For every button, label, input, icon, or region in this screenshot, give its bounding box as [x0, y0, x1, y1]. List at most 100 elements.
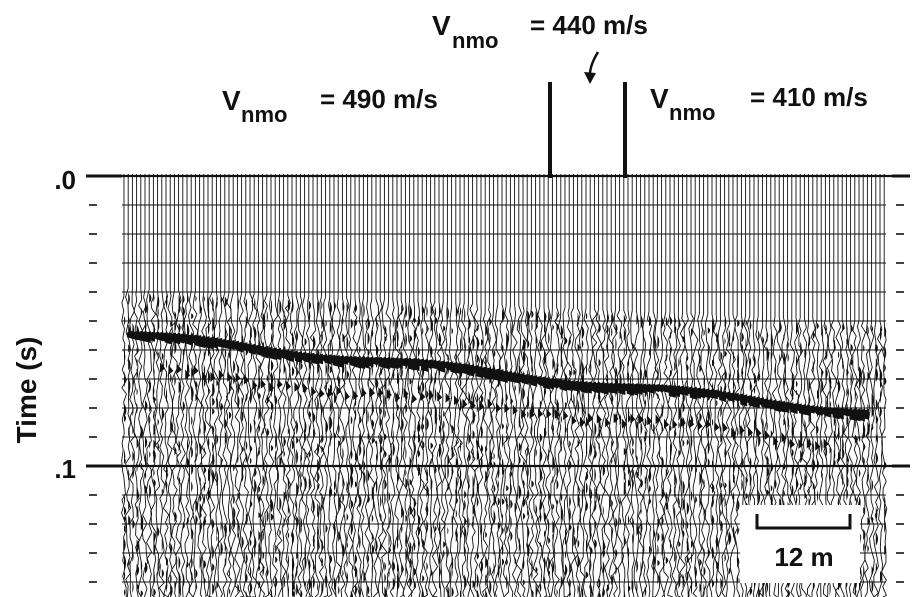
trace-lobe — [342, 569, 344, 577]
trace-lobe — [455, 485, 458, 501]
trace-lobe — [657, 334, 660, 350]
trace-lobe — [514, 557, 517, 565]
trace-lobe — [510, 320, 512, 335]
trace-lobe — [863, 543, 865, 552]
trace-lobe — [376, 377, 379, 390]
reflection-segment — [218, 369, 224, 380]
trace-lobe — [581, 389, 583, 404]
trace-lobe — [203, 350, 206, 362]
trace-lobe — [569, 440, 571, 448]
trace-lobe — [670, 425, 672, 432]
trace-lobe — [359, 585, 362, 597]
trace-lobe — [766, 489, 770, 496]
trace-lobe — [145, 303, 148, 315]
trace-lobe — [460, 531, 462, 540]
trace-lobe — [460, 307, 462, 316]
trace-lobe — [338, 585, 340, 595]
trace-lobe — [552, 533, 554, 540]
trace-lobe — [657, 573, 659, 585]
trace-lobe — [313, 499, 315, 514]
trace-lobe — [539, 467, 543, 481]
trace-lobe — [863, 456, 865, 467]
seismic-trace — [528, 174, 535, 597]
trace-lobe — [317, 582, 319, 592]
trace-lobe — [611, 313, 614, 326]
trace-lobe — [577, 583, 579, 595]
trace-lobe — [455, 350, 457, 365]
trace-lobe — [859, 469, 861, 478]
trace-lobe — [871, 393, 874, 408]
trace-lobe — [619, 495, 621, 508]
trace-lobe — [212, 469, 215, 484]
trace-lobe — [220, 402, 224, 412]
trace-lobe — [523, 579, 525, 586]
trace-lobe — [296, 482, 299, 498]
seismic-trace — [267, 174, 275, 597]
trace-lobe — [787, 353, 789, 363]
reflection-segment — [319, 387, 325, 398]
trace-lobe — [678, 406, 681, 422]
trace-lobe — [493, 548, 495, 556]
seismic-trace — [515, 174, 522, 597]
right-time-axis — [892, 174, 910, 583]
label-right-v: V — [650, 83, 669, 114]
trace-lobe — [317, 536, 320, 551]
trace-lobe — [817, 489, 819, 503]
trace-lobe — [695, 466, 698, 474]
trace-lobe — [737, 426, 739, 437]
trace-lobe — [678, 541, 681, 548]
trace-lobe — [376, 439, 378, 447]
trace-lobe — [203, 295, 205, 303]
trace-lobe — [691, 551, 693, 565]
trace-lobe — [212, 583, 215, 595]
seismic-trace — [414, 174, 422, 597]
trace-lobe — [472, 335, 475, 351]
reflection-segment — [454, 395, 459, 406]
trace-lobe — [250, 500, 253, 508]
trace-lobe — [422, 588, 424, 597]
trace-lobe — [644, 475, 647, 485]
trace-lobe — [292, 331, 294, 348]
trace-lobe — [271, 498, 274, 513]
trace-lobe — [506, 524, 509, 534]
trace-lobe — [161, 352, 164, 361]
label-right-sub: nmo — [669, 100, 715, 125]
trace-lobe — [833, 337, 836, 354]
trace-lobe — [371, 544, 375, 556]
trace-lobe — [380, 407, 382, 416]
trace-lobe — [317, 443, 320, 456]
trace-lobe — [682, 488, 685, 495]
trace-lobe — [166, 293, 168, 309]
trace-lobe — [623, 328, 626, 342]
trace-lobe — [174, 580, 176, 589]
reflection-segment — [378, 387, 384, 398]
trace-lobe — [334, 522, 336, 538]
trace-lobe — [208, 345, 210, 357]
trace-lobe — [283, 307, 285, 321]
trace-lobe — [279, 548, 281, 562]
seismic-trace — [351, 174, 359, 597]
trace-lobe — [237, 379, 240, 396]
trace-lobe — [178, 303, 181, 314]
trace-lobe — [182, 306, 185, 318]
trace-lobe — [245, 315, 248, 329]
trace-lobe — [229, 380, 231, 396]
seismic-trace — [402, 174, 409, 597]
trace-lobe — [817, 425, 819, 434]
arrow-head-icon — [584, 72, 596, 84]
reflection-segment — [798, 438, 804, 449]
reflection-segment — [521, 408, 527, 419]
trace-lobe — [552, 456, 555, 472]
trace-lobe — [384, 450, 387, 459]
trace-lobe — [678, 421, 680, 429]
trace-lobe — [153, 293, 155, 303]
trace-lobe — [258, 530, 261, 542]
trace-lobe — [128, 344, 131, 353]
trace-lobe — [497, 444, 500, 461]
trace-lobe — [560, 342, 563, 359]
trace-lobe — [128, 292, 130, 306]
trace-lobe — [321, 581, 324, 596]
trace-lobe — [539, 498, 543, 512]
trace-lobe — [460, 440, 462, 453]
trace-lobe — [388, 514, 390, 531]
